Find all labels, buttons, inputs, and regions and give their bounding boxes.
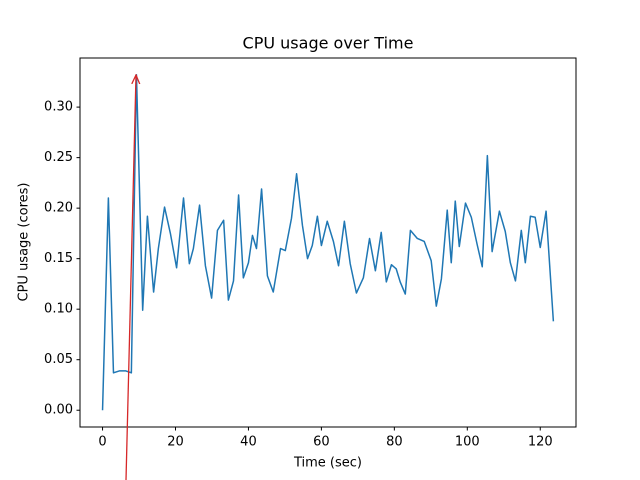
axes-frame <box>79 57 577 428</box>
chart-title: CPU usage over Time <box>243 34 414 53</box>
y-tick-label: 0.10 <box>44 302 73 317</box>
annotation-arrow <box>125 75 136 480</box>
x-tick-label: 60 <box>313 435 330 450</box>
x-tick-label: 100 <box>455 435 480 450</box>
y-tick-label: 0.20 <box>44 201 73 216</box>
x-tick-label: 0 <box>98 435 106 450</box>
y-tick-label: 0.00 <box>44 403 73 418</box>
x-tick-label: 40 <box>240 435 257 450</box>
y-axis-label: CPU usage (cores) <box>17 183 32 302</box>
x-axis-label: Time (sec) <box>293 456 362 471</box>
data-line <box>101 74 555 411</box>
y-tick-label: 0.30 <box>44 100 73 115</box>
x-tick-label: 20 <box>167 435 184 450</box>
x-tick-label: 80 <box>386 435 403 450</box>
y-tick-label: 0.05 <box>44 352 73 367</box>
y-tick-label: 0.25 <box>44 150 73 165</box>
x-tick-label: 120 <box>528 435 553 450</box>
plot-area: 0 20 40 60 80 100 120 0.00 0.05 0.10 0.15 0.20 0.25 0… <box>44 74 555 450</box>
y-tick-label: 0.15 <box>44 251 73 266</box>
